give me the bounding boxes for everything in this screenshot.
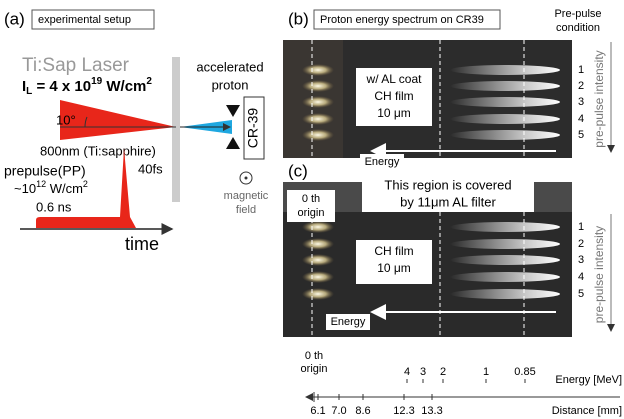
field-symbol <box>239 171 253 185</box>
proton-spot <box>302 80 334 92</box>
panel-label: (b) <box>288 9 309 28</box>
distance-tick-label: 8.6 <box>355 405 370 417</box>
panel-label: (a) <box>4 9 25 28</box>
row-label: 2 <box>578 80 584 92</box>
filter-box <box>362 176 534 212</box>
energy-tick-label: 3 <box>420 366 426 378</box>
row-label: 4 <box>578 271 584 283</box>
note-label: CH film <box>374 89 413 103</box>
prepulse-time: 0.6 ns <box>36 199 72 214</box>
laser-beam <box>60 100 176 140</box>
pulse-shape <box>36 148 136 228</box>
proton-streak <box>450 81 560 91</box>
proton-streak <box>450 114 560 124</box>
proton-spot <box>302 271 334 283</box>
detector-box <box>243 96 265 160</box>
proton-label: accelerated <box>196 59 263 74</box>
proton-spot <box>302 113 334 125</box>
proton-streak <box>450 130 560 140</box>
energy-label: Energy <box>365 156 400 168</box>
distance-tick-label: 12.3 <box>393 405 414 417</box>
origin-label: 0 th <box>302 193 320 205</box>
note-label: 10 μm <box>377 261 411 275</box>
energy-box <box>326 314 370 330</box>
row-label: 4 <box>578 113 584 125</box>
laser-label: Ti:Sap Laser <box>22 55 130 76</box>
distance-title: Distance [mm] <box>552 405 622 417</box>
proton-streak <box>450 97 560 107</box>
angle-arc <box>84 116 88 128</box>
distance-tick-label: 6.1 <box>310 405 325 417</box>
energy-tick-label: 4 <box>404 366 410 378</box>
origin-box <box>287 190 335 222</box>
proton-spot <box>302 254 334 266</box>
magnet-top <box>226 105 240 117</box>
wavelength-label: 800nm (Ti:sapphire) <box>40 143 156 158</box>
proton-streak <box>450 272 560 282</box>
target <box>172 57 180 202</box>
distance-tick-label: 13.3 <box>421 405 442 417</box>
angle-label: 10° <box>56 112 76 127</box>
prepulse-intensity: ~1012 W/cm2 <box>14 179 88 196</box>
pulse-label: 40fs <box>138 161 163 176</box>
energy-box <box>360 154 404 170</box>
proton-streak <box>450 289 560 299</box>
proton-spot <box>302 221 334 233</box>
magnet-bottom <box>226 137 240 149</box>
proton-streak <box>450 222 560 232</box>
proton-label: proton <box>212 77 249 92</box>
field-label: magnetic <box>224 190 269 202</box>
field-label: field <box>236 204 256 216</box>
filter-label: by 11μm AL filter <box>400 194 496 209</box>
note-label: w/ AL coat <box>366 72 423 86</box>
note-box <box>356 240 432 284</box>
proton-spot <box>302 96 334 108</box>
row-label: 3 <box>578 96 584 108</box>
condition-label: Pre-pulse <box>554 8 601 20</box>
field-symbol <box>244 176 248 180</box>
energy-label: Energy <box>331 316 366 328</box>
note-box <box>356 68 432 126</box>
distance-tick-label: 7.0 <box>331 405 346 417</box>
proton-spot <box>302 288 334 300</box>
proton-spot <box>302 238 334 250</box>
panel-title: Proton energy spectrum on CR39 <box>320 14 484 26</box>
note-label: CH film <box>374 244 413 258</box>
row-label: 1 <box>578 64 584 76</box>
row-label: 5 <box>578 129 584 141</box>
prepulse-label: prepulse(PP) <box>4 163 86 179</box>
origin-label: origin <box>301 363 328 375</box>
intensity-label: IL = 4 x 1019 W/cm2 <box>22 76 152 97</box>
energy-title: Energy [MeV] <box>555 374 622 386</box>
energy-tick-label: 0.85 <box>514 366 535 378</box>
detector-label: CR-39 <box>245 108 261 149</box>
proton-streak <box>450 65 560 75</box>
origin-label: 0 th <box>305 350 323 362</box>
note-label: 10 μm <box>377 106 411 120</box>
panel-title: experimental setup <box>38 14 131 26</box>
energy-tick-label: 1 <box>483 366 489 378</box>
origin-label: origin <box>298 207 325 219</box>
row-label: 1 <box>578 221 584 233</box>
proton-spot <box>302 129 334 141</box>
row-label: 2 <box>578 238 584 250</box>
row-label: 5 <box>578 288 584 300</box>
side-label: pre-pulse intensity <box>592 50 606 147</box>
row-label: 3 <box>578 254 584 266</box>
time-label: time <box>125 234 159 254</box>
energy-tick-label: 2 <box>440 366 446 378</box>
proton-spot <box>302 64 334 76</box>
title-box <box>313 9 501 30</box>
proton-streak <box>450 255 560 265</box>
condition-label: condition <box>556 22 600 34</box>
side-label: pre-pulse intensity <box>592 226 606 323</box>
title-box <box>31 9 155 30</box>
filter-label: This region is covered <box>384 177 511 192</box>
panel-label: (c) <box>288 161 308 180</box>
proton-streak <box>450 239 560 249</box>
